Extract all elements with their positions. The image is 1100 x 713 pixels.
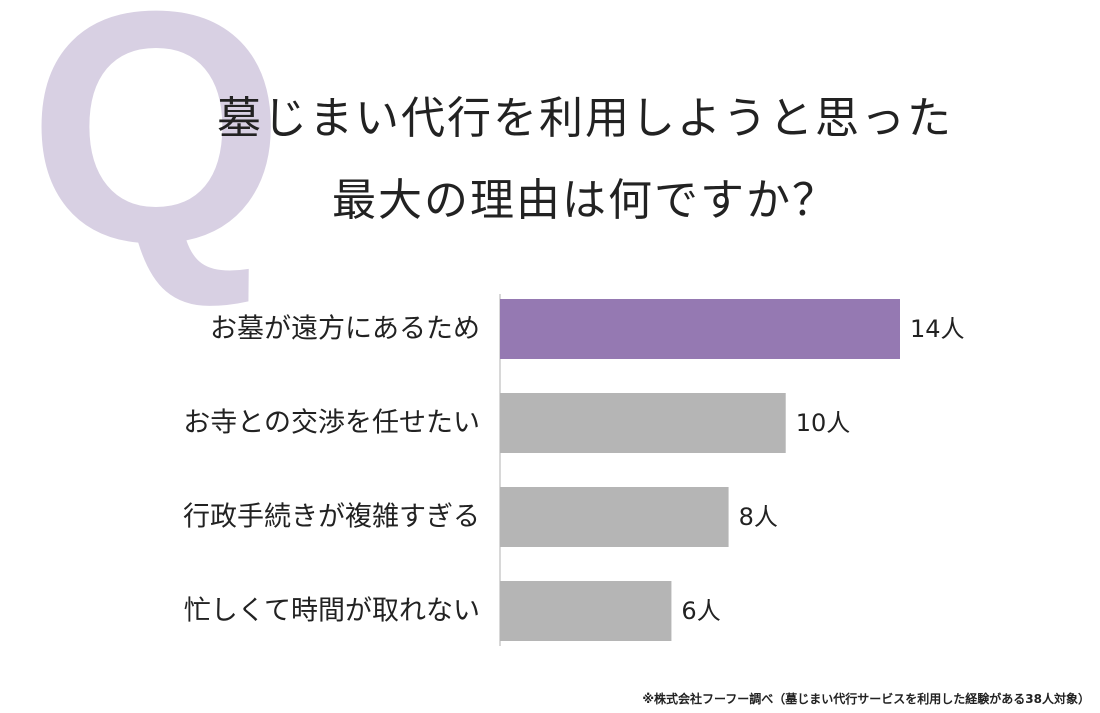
q-mark: Q	[28, 0, 285, 311]
bar-4	[500, 581, 672, 641]
value-label-4: 6人	[681, 597, 720, 625]
category-label-2: お寺との交渉を任せたい	[183, 408, 480, 439]
category-label-4: 忙しくて時間が取れない	[184, 596, 480, 627]
bar-1	[500, 299, 900, 359]
question-title: 墓じまい代行を利用しようと思った 最大の理由は何ですか？	[0, 78, 1100, 242]
category-label-1: お墓が遠方にあるため	[210, 314, 480, 345]
title-line-2: 最大の理由は何ですか？	[332, 175, 838, 226]
title-line-1: 墓じまい代行を利用しようと思った	[217, 93, 953, 144]
footnote: ※株式会社フーフー調べ（墓じまい代行サービスを利用した経験がある38人対象）	[642, 692, 1090, 706]
bar-2	[500, 393, 786, 453]
value-label-1: 14人	[910, 315, 965, 343]
bar-3	[500, 487, 729, 547]
category-label-3: 行政手続きが複雑すぎる	[183, 502, 480, 533]
value-label-3: 8人	[739, 503, 778, 531]
value-label-2: 10人	[796, 409, 851, 437]
